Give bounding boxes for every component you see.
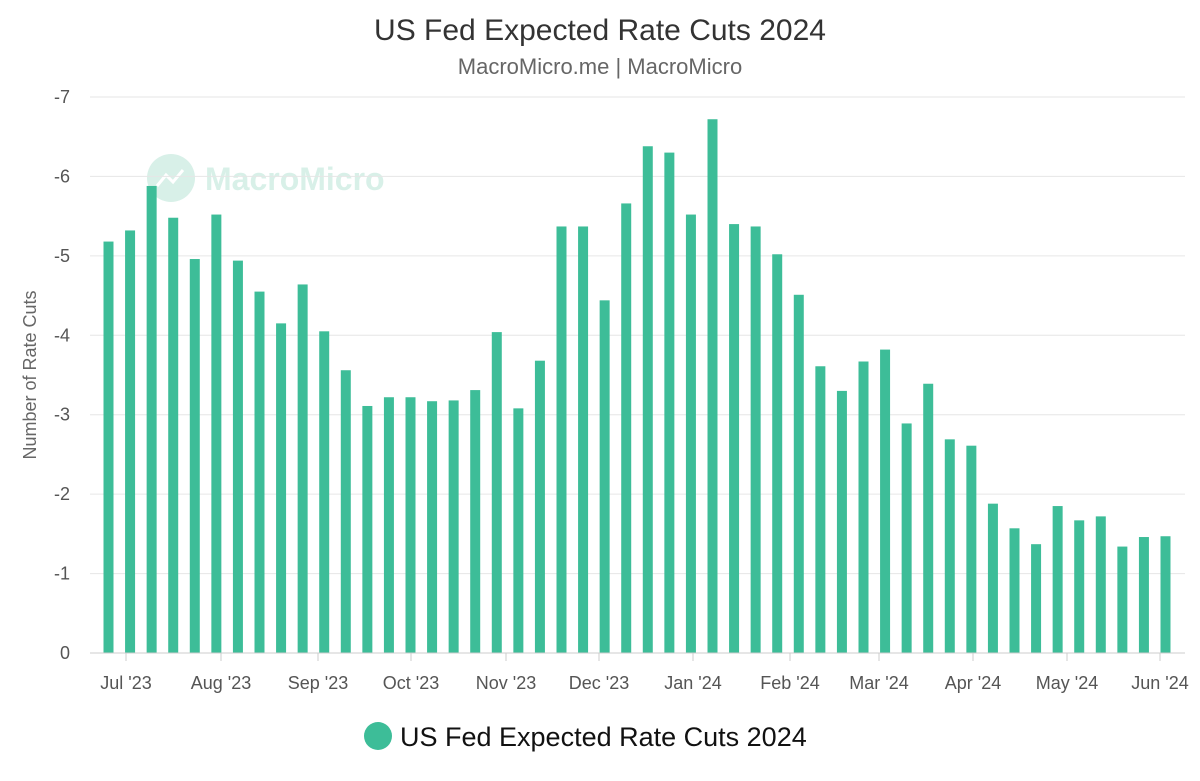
bar[interactable] [621,203,632,653]
bar[interactable] [1009,528,1020,653]
bar[interactable] [534,360,545,653]
y-tick-label: 0 [60,643,70,663]
x-axis-ticks: Jul '23 Aug '23 Sep '23 Oct '23 Nov '23 Dec '… [100,653,1189,693]
bar[interactable] [1031,544,1042,653]
bar[interactable] [1160,536,1171,653]
x-tick-label: Sep '23 [288,673,349,693]
x-tick-label: Mar '24 [849,673,908,693]
bar[interactable] [1074,520,1085,653]
legend-marker [364,722,392,750]
y-axis-ticks: -7 -6 -5 -4 -3 -2 -1 0 [54,87,70,663]
bar[interactable] [232,260,243,653]
bar[interactable] [211,214,222,654]
x-tick-label: Jan '24 [664,673,721,693]
bar[interactable] [362,405,373,653]
grid-lines [90,96,1185,575]
bar[interactable] [923,383,934,653]
bar[interactable] [103,241,114,653]
bar[interactable] [815,366,826,653]
bar[interactable] [297,284,308,653]
bar[interactable] [987,503,998,653]
x-tick-label: Apr '24 [945,673,1001,693]
bar[interactable] [642,146,653,653]
bar[interactable] [1138,537,1149,653]
bar[interactable] [189,259,200,653]
bar[interactable] [685,214,696,654]
legend-label[interactable]: US Fed Expected Rate Cuts 2024 [400,722,807,752]
x-tick-label: Feb '24 [760,673,819,693]
bar[interactable] [276,323,287,653]
bar[interactable] [880,349,891,653]
legend[interactable]: US Fed Expected Rate Cuts 2024 [364,722,807,752]
y-tick-label: -2 [54,484,70,504]
bar[interactable] [513,408,524,653]
bar[interactable] [340,370,351,653]
x-tick-label: May '24 [1036,673,1098,693]
bar[interactable] [146,185,157,653]
chart-title: US Fed Expected Rate Cuts 2024 [374,14,826,47]
x-tick-label: Oct '23 [383,673,439,693]
y-tick-label: -3 [54,405,70,425]
y-axis-label: Number of Rate Cuts [20,290,40,459]
bar[interactable] [470,390,481,653]
bar[interactable] [383,397,394,653]
bar[interactable] [966,445,977,653]
bar[interactable] [1095,516,1106,653]
y-tick-label: -5 [54,246,70,266]
y-tick-label: -4 [54,325,70,345]
bar[interactable] [168,217,179,654]
x-tick-label: Nov '23 [476,673,536,693]
bar[interactable] [772,254,783,653]
y-tick-label: -7 [54,87,70,107]
bar[interactable] [405,397,416,653]
bar[interactable] [254,291,265,653]
x-tick-label: Dec '23 [569,673,629,693]
bar[interactable] [836,390,847,653]
bar[interactable] [750,226,761,653]
bar[interactable] [491,332,502,653]
bar[interactable] [944,439,955,653]
bar[interactable] [707,119,718,654]
x-tick-label: Jul '23 [100,673,151,693]
bar[interactable] [858,361,869,654]
bar[interactable] [125,230,136,653]
bar[interactable] [1117,546,1128,653]
bars [103,119,1171,654]
y-tick-label: -1 [54,564,70,584]
bar[interactable] [793,294,804,653]
bar[interactable] [578,226,589,653]
bar[interactable] [319,331,330,653]
bar[interactable] [729,224,740,653]
watermark-text: MacroMicro [205,161,385,197]
bar[interactable] [599,300,610,653]
bar[interactable] [664,152,675,653]
x-tick-label: Jun '24 [1131,673,1188,693]
bar[interactable] [427,401,438,653]
bar[interactable] [901,423,912,653]
bar[interactable] [556,226,567,653]
y-tick-label: -6 [54,166,70,186]
bar[interactable] [1052,506,1063,653]
chart-subtitle: MacroMicro.me | MacroMicro [458,54,742,79]
x-tick-label: Aug '23 [191,673,252,693]
bar[interactable] [448,400,459,653]
watermark: MacroMicro [147,154,385,202]
